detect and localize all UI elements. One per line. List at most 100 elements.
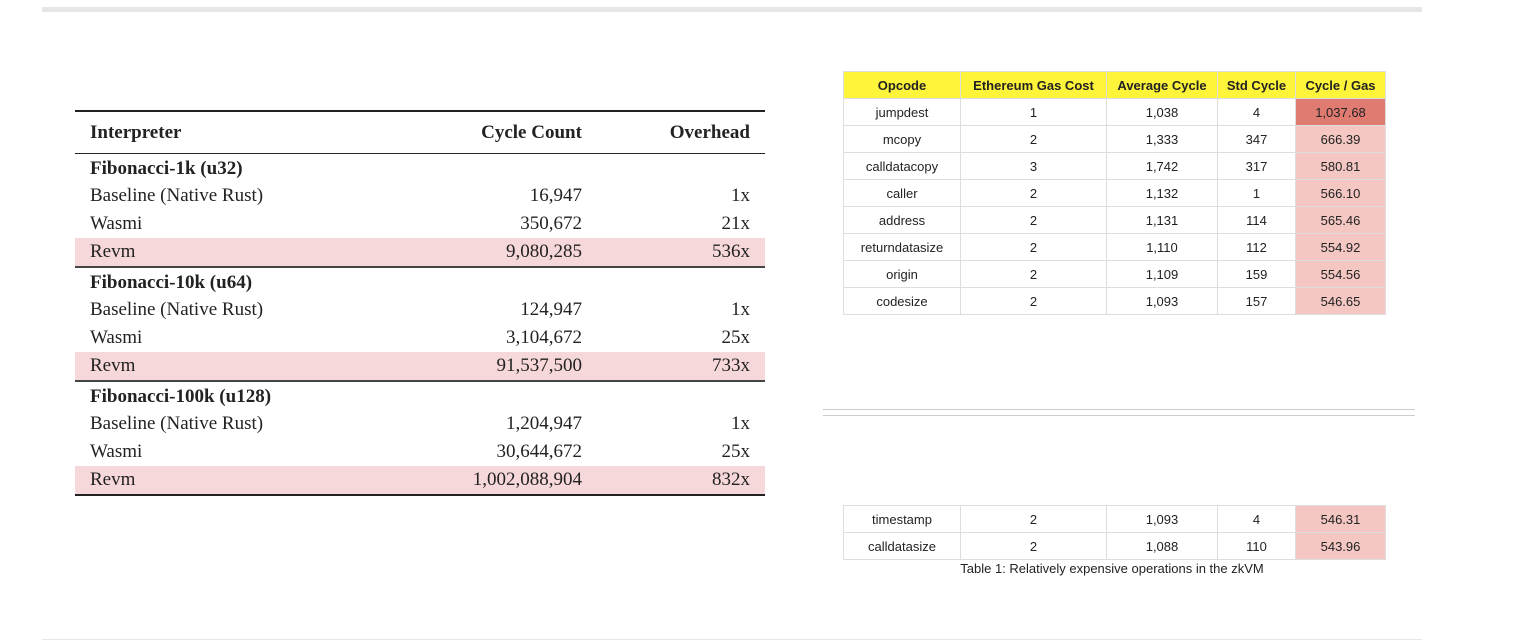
cell: 1 xyxy=(1217,179,1296,207)
cell: Baseline (Native Rust) xyxy=(90,413,264,434)
header-cell: Opcode xyxy=(843,71,961,99)
cell: 1x xyxy=(731,299,750,320)
cell: 2 xyxy=(960,206,1107,234)
cell: 543.96 xyxy=(1295,532,1386,560)
interpreter-table: Interpreter Cycle Count Overhead Fibonacci-… xyxy=(75,110,765,496)
cell: 1,093 xyxy=(1106,505,1218,533)
cell: 157 xyxy=(1217,287,1296,315)
cell: 1,093 xyxy=(1106,287,1218,315)
header-row: Opcode Ethereum Gas Cost Average Cycle Std … xyxy=(843,71,1386,99)
data-row: Revm 9,080,285 536x xyxy=(75,238,765,267)
group-title: Fibonacci-100k (u128) xyxy=(75,380,765,410)
opcode-table: Opcode Ethereum Gas Cost Average Cycle Std … xyxy=(843,71,1386,315)
header-cell: Average Cycle xyxy=(1106,71,1218,99)
cell: 1x xyxy=(731,413,750,434)
data-row: Revm 91,537,500 733x xyxy=(75,352,765,381)
top-bar xyxy=(42,7,1422,12)
cell: 1,204,947 xyxy=(505,413,582,434)
cell: 21x xyxy=(721,213,751,234)
cell: 3,104,672 xyxy=(505,327,582,348)
cell: 1,131 xyxy=(1106,206,1218,234)
data-row: timestamp 2 1,093 4 546.31 xyxy=(843,505,1386,533)
group-row: Fibonacci-100k (u128) xyxy=(75,380,765,410)
group-title: Fibonacci-1k (u32) xyxy=(90,158,243,179)
cell: 2 xyxy=(960,532,1107,560)
cell: 832x xyxy=(596,466,765,496)
cell: 554.56 xyxy=(1295,260,1386,288)
cell: address xyxy=(843,206,961,234)
data-row: codesize 2 1,093 157 546.65 xyxy=(843,287,1386,315)
cell: 666.39 xyxy=(1295,125,1386,153)
header-cell: Overhead xyxy=(596,110,765,154)
cell: 1,037.68 xyxy=(1295,98,1386,126)
cell: 30,644,672 xyxy=(496,441,582,462)
cell: 566.10 xyxy=(1295,179,1386,207)
cell: jumpdest xyxy=(843,98,961,126)
cell: 114 xyxy=(1217,206,1296,234)
data-row: mcopy 2 1,333 347 666.39 xyxy=(843,125,1386,153)
cell: 2 xyxy=(960,233,1107,261)
caption: Table 1: Relatively expensive operations… xyxy=(960,561,1264,576)
cell: 4 xyxy=(1217,505,1296,533)
cell: 1 xyxy=(960,98,1107,126)
cell: Wasmi xyxy=(90,441,143,462)
divider xyxy=(823,409,1415,416)
cell: 1,132 xyxy=(1106,179,1218,207)
cell: 317 xyxy=(1217,152,1296,180)
cell: 554.92 xyxy=(1295,233,1386,261)
data-row: jumpdest 1 1,038 4 1,037.68 xyxy=(843,98,1386,126)
cell: 16,947 xyxy=(529,185,582,206)
cell: 1,109 xyxy=(1106,260,1218,288)
header-cell: Interpreter xyxy=(75,110,385,154)
cell: 350,672 xyxy=(520,213,582,234)
cell: 1,110 xyxy=(1106,233,1218,261)
cell: Baseline (Native Rust) xyxy=(90,185,264,206)
group-row: Fibonacci-1k (u32) xyxy=(75,154,765,183)
cell: 25x xyxy=(721,327,751,348)
cell: 2 xyxy=(960,260,1107,288)
cell: codesize xyxy=(843,287,961,315)
group-row: Fibonacci-10k (u64) xyxy=(75,266,765,296)
cell: 9,080,285 xyxy=(384,238,597,267)
data-row: origin 2 1,109 159 554.56 xyxy=(843,260,1386,288)
cell: 565.46 xyxy=(1295,206,1386,234)
cell: 546.65 xyxy=(1295,287,1386,315)
header-cell: Cycle Count xyxy=(384,110,597,154)
cell: Revm xyxy=(75,238,385,267)
cell: calldatasize xyxy=(843,532,961,560)
data-row: Baseline (Native Rust) 16,947 1x xyxy=(75,182,765,210)
cell: 25x xyxy=(721,441,751,462)
data-row: Baseline (Native Rust) 124,947 1x xyxy=(75,296,765,324)
cell: mcopy xyxy=(843,125,961,153)
data-row: returndatasize 2 1,110 112 554.92 xyxy=(843,233,1386,261)
header-cell: Cycle / Gas xyxy=(1295,71,1386,99)
cell: Wasmi xyxy=(90,327,143,348)
cell: 124,947 xyxy=(520,299,582,320)
cell: 580.81 xyxy=(1295,152,1386,180)
cell: 4 xyxy=(1217,98,1296,126)
data-row: Revm 1,002,088,904 832x xyxy=(75,466,765,496)
cell: 546.31 xyxy=(1295,505,1386,533)
group-title: Fibonacci-10k (u64) xyxy=(75,266,765,296)
cell: 2 xyxy=(960,125,1107,153)
cell: 1,742 xyxy=(1106,152,1218,180)
header-row: Interpreter Cycle Count Overhead xyxy=(75,110,765,154)
data-row: Wasmi 3,104,672 25x xyxy=(75,324,765,352)
cell: 1x xyxy=(731,185,750,206)
data-row: Wasmi 350,672 21x xyxy=(75,210,765,238)
cell: 2 xyxy=(960,179,1107,207)
data-row: Baseline (Native Rust) 1,204,947 1x xyxy=(75,410,765,438)
cell: 347 xyxy=(1217,125,1296,153)
bottom-rule xyxy=(42,639,1422,640)
cell: Wasmi xyxy=(90,213,143,234)
cell: 110 xyxy=(1217,532,1296,560)
cell: Revm xyxy=(75,352,385,381)
cell: 3 xyxy=(960,152,1107,180)
data-row: calldatasize 2 1,088 110 543.96 xyxy=(843,532,1386,560)
cell: 159 xyxy=(1217,260,1296,288)
opcode-table-continued: timestamp 2 1,093 4 546.31 calldatasize 2 1,088… xyxy=(843,505,1386,560)
cell: 1,088 xyxy=(1106,532,1218,560)
cell: origin xyxy=(843,260,961,288)
cell: caller xyxy=(843,179,961,207)
